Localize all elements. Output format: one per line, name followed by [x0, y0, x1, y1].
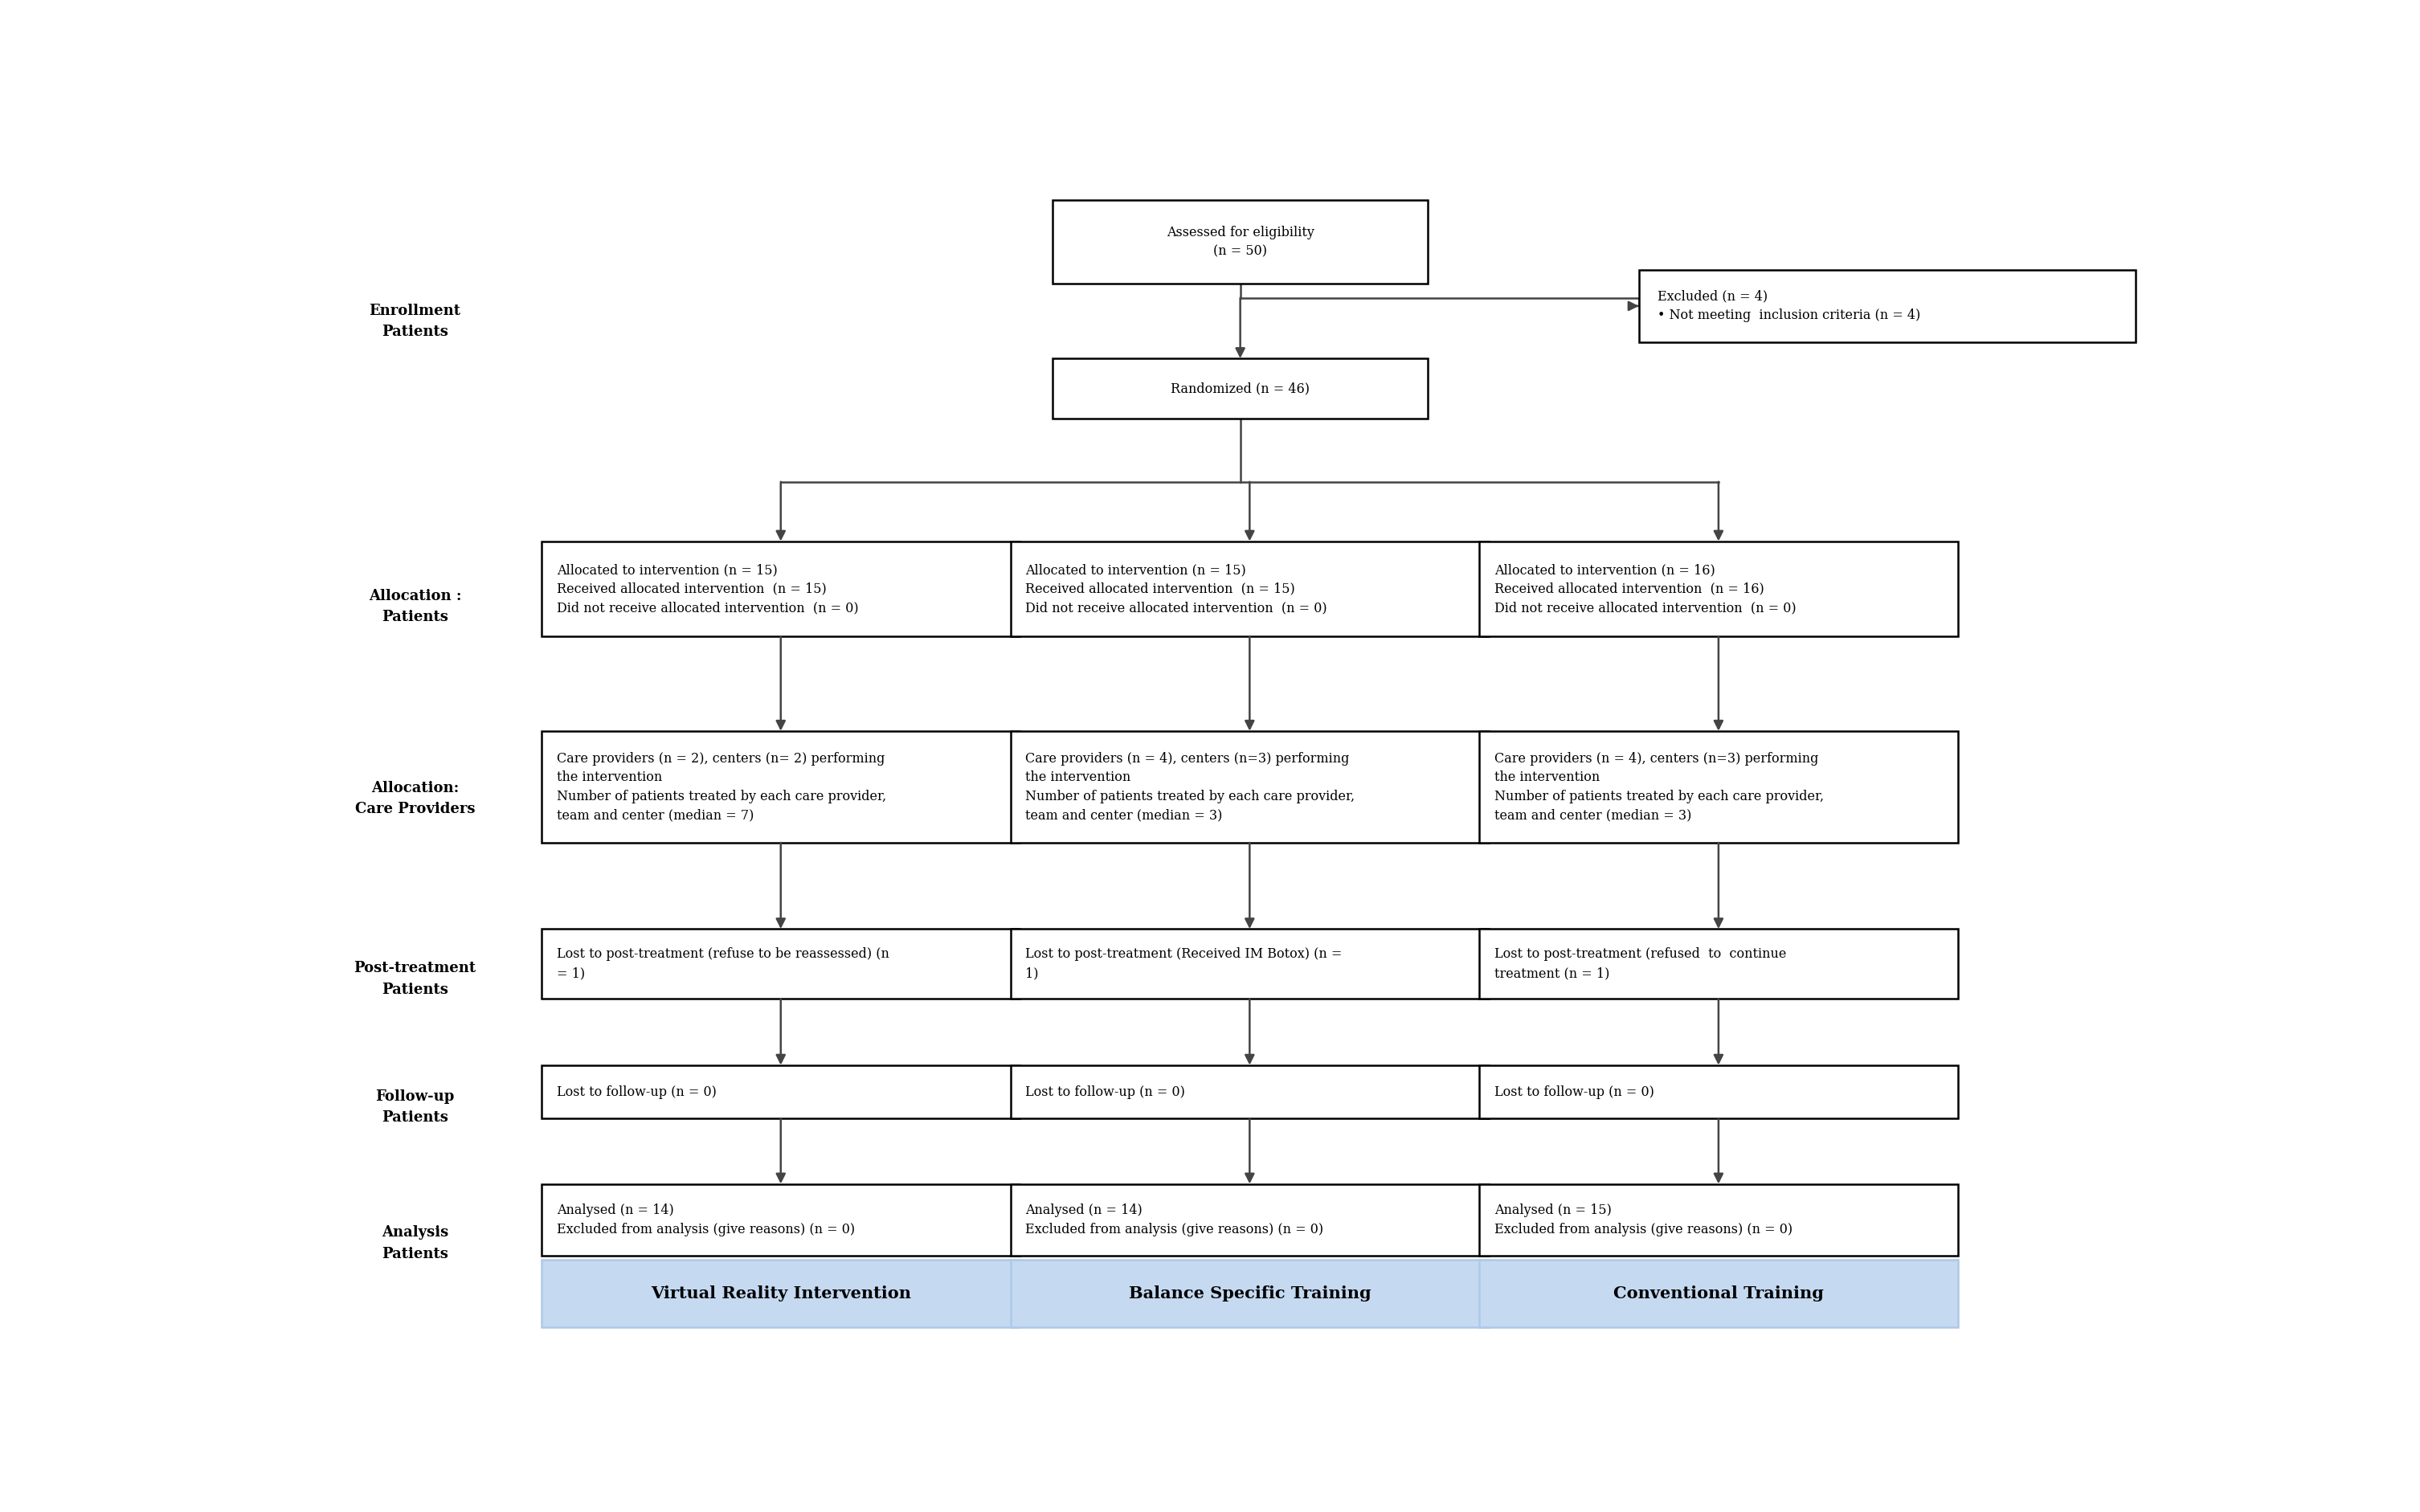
FancyBboxPatch shape — [1012, 928, 1488, 999]
FancyBboxPatch shape — [542, 541, 1019, 637]
Text: Post-treatment
Patients: Post-treatment Patients — [353, 962, 477, 996]
Text: Assessed for eligibility
(n = 50): Assessed for eligibility (n = 50) — [1166, 225, 1314, 259]
FancyBboxPatch shape — [1638, 271, 2137, 342]
Text: Lost to follow-up (n = 0): Lost to follow-up (n = 0) — [557, 1086, 716, 1099]
FancyBboxPatch shape — [1053, 358, 1428, 419]
Text: Care providers (n = 4), centers (n=3) performing
the intervention
Number of pati: Care providers (n = 4), centers (n=3) pe… — [1026, 751, 1355, 823]
FancyBboxPatch shape — [542, 928, 1019, 999]
FancyBboxPatch shape — [1053, 200, 1428, 284]
Text: Analysed (n = 14)
Excluded from analysis (give reasons) (n = 0): Analysed (n = 14) Excluded from analysis… — [1026, 1204, 1324, 1237]
Text: Balance Specific Training: Balance Specific Training — [1128, 1285, 1370, 1302]
FancyBboxPatch shape — [1012, 1259, 1488, 1328]
FancyBboxPatch shape — [542, 730, 1019, 842]
Text: Excluded (n = 4)
• Not meeting  inclusion criteria (n = 4): Excluded (n = 4) • Not meeting inclusion… — [1658, 290, 1921, 322]
Text: Randomized (n = 46): Randomized (n = 46) — [1171, 383, 1309, 396]
FancyBboxPatch shape — [1012, 730, 1488, 842]
FancyBboxPatch shape — [1012, 1184, 1488, 1256]
Text: Conventional Training: Conventional Training — [1614, 1285, 1825, 1302]
Text: Lost to follow-up (n = 0): Lost to follow-up (n = 0) — [1496, 1086, 1655, 1099]
Text: Lost to post-treatment (Received IM Botox) (n =
1): Lost to post-treatment (Received IM Boto… — [1026, 948, 1343, 980]
Text: Lost to follow-up (n = 0): Lost to follow-up (n = 0) — [1026, 1086, 1186, 1099]
Text: Lost to post-treatment (refuse to be reassessed) (n
= 1): Lost to post-treatment (refuse to be rea… — [557, 948, 888, 980]
FancyBboxPatch shape — [542, 1259, 1019, 1328]
Text: Analysed (n = 14)
Excluded from analysis (give reasons) (n = 0): Analysed (n = 14) Excluded from analysis… — [557, 1204, 854, 1237]
Text: Analysed (n = 15)
Excluded from analysis (give reasons) (n = 0): Analysed (n = 15) Excluded from analysis… — [1496, 1204, 1793, 1237]
FancyBboxPatch shape — [1479, 541, 1958, 637]
Text: Lost to post-treatment (refused  to  continue
treatment (n = 1): Lost to post-treatment (refused to conti… — [1496, 948, 1786, 980]
FancyBboxPatch shape — [1479, 730, 1958, 842]
Text: Allocated to intervention (n = 15)
Received allocated intervention  (n = 15)
Did: Allocated to intervention (n = 15) Recei… — [557, 562, 859, 615]
FancyBboxPatch shape — [1479, 1184, 1958, 1256]
FancyBboxPatch shape — [542, 1184, 1019, 1256]
Text: Enrollment
Patients: Enrollment Patients — [370, 304, 460, 339]
FancyBboxPatch shape — [1479, 1259, 1958, 1328]
FancyBboxPatch shape — [1012, 541, 1488, 637]
Text: Virtual Reality Intervention: Virtual Reality Intervention — [651, 1285, 910, 1302]
Text: Allocated to intervention (n = 15)
Received allocated intervention  (n = 15)
Did: Allocated to intervention (n = 15) Recei… — [1026, 562, 1326, 615]
Text: Allocated to intervention (n = 16)
Received allocated intervention  (n = 16)
Did: Allocated to intervention (n = 16) Recei… — [1496, 562, 1796, 615]
FancyBboxPatch shape — [1479, 928, 1958, 999]
Text: Care providers (n = 4), centers (n=3) performing
the intervention
Number of pati: Care providers (n = 4), centers (n=3) pe… — [1496, 751, 1825, 823]
FancyBboxPatch shape — [542, 1064, 1019, 1119]
Text: Analysis
Patients: Analysis Patients — [382, 1225, 448, 1261]
FancyBboxPatch shape — [1479, 1064, 1958, 1119]
Text: Allocation :
Patients: Allocation : Patients — [368, 588, 462, 624]
FancyBboxPatch shape — [1012, 1064, 1488, 1119]
Text: Follow-up
Patients: Follow-up Patients — [375, 1089, 455, 1125]
Text: Care providers (n = 2), centers (n= 2) performing
the intervention
Number of pat: Care providers (n = 2), centers (n= 2) p… — [557, 751, 886, 823]
Text: Allocation:
Care Providers: Allocation: Care Providers — [356, 780, 474, 816]
